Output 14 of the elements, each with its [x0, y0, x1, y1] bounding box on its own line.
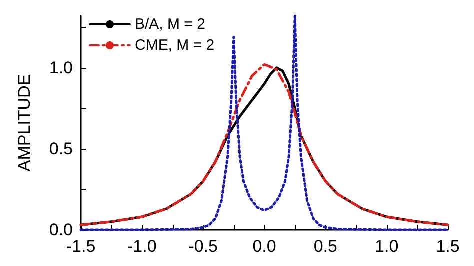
- y-tick-label: 0.5: [49, 139, 73, 158]
- legend-label: B/A, M = 2: [135, 16, 206, 33]
- legend-label: CME, M = 2: [135, 37, 215, 54]
- y-tick-label: 0.0: [49, 220, 73, 240]
- line-series: [80, 14, 450, 232]
- x-tick-label: -1.0: [128, 237, 157, 256]
- x-tick-label: 0.0: [252, 237, 276, 256]
- x-tick-label: 0.5: [314, 237, 338, 256]
- y-axis-title: AMPLITUDE: [15, 74, 34, 172]
- x-tick-label: 1.5: [436, 237, 460, 256]
- x-tick-label: -1.5: [66, 237, 96, 256]
- x-tick-label: 1.0: [375, 237, 399, 256]
- x-tick-label: -0.5: [188, 237, 218, 256]
- y-tick-label: 1.0: [49, 58, 73, 78]
